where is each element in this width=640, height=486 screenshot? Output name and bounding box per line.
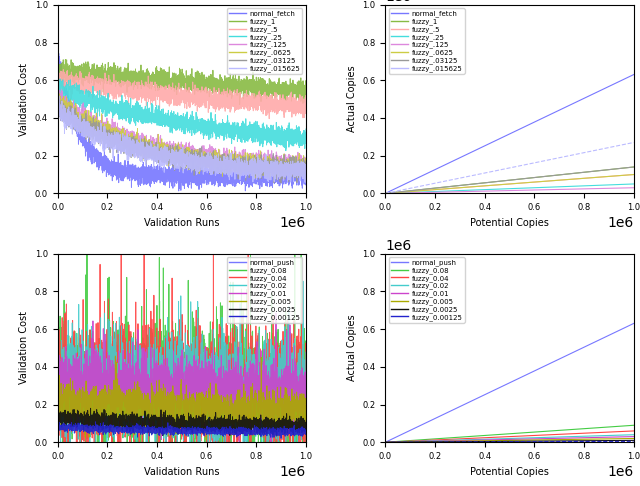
Legend: normal_push, fuzzy_0.08, fuzzy_0.04, fuzzy_0.02, fuzzy_0.01, fuzzy_0.005, fuzzy_: normal_push, fuzzy_0.08, fuzzy_0.04, fuz… [227,257,303,323]
X-axis label: Validation Runs: Validation Runs [144,218,220,227]
Legend: normal_fetch, fuzzy_1, fuzzy_.5, fuzzy_.25, fuzzy_.125, fuzzy_.0625, fuzzy_.0312: normal_fetch, fuzzy_1, fuzzy_.5, fuzzy_.… [388,8,465,74]
Legend: normal_fetch, fuzzy_1, fuzzy_.5, fuzzy_.25, fuzzy_.125, fuzzy_.0625, fuzzy_.0312: normal_fetch, fuzzy_1, fuzzy_.5, fuzzy_.… [227,8,303,74]
X-axis label: Validation Runs: Validation Runs [144,467,220,477]
Y-axis label: Validation Cost: Validation Cost [19,312,29,384]
Y-axis label: Actual Copies: Actual Copies [347,66,356,133]
X-axis label: Potential Copies: Potential Copies [470,218,549,227]
Legend: normal_push, fuzzy_0.08, fuzzy_0.04, fuzzy_0.02, fuzzy_0.01, fuzzy_0.005, fuzzy_: normal_push, fuzzy_0.08, fuzzy_0.04, fuz… [388,257,465,323]
Y-axis label: Actual Copies: Actual Copies [347,314,356,382]
X-axis label: Potential Copies: Potential Copies [470,467,549,477]
Y-axis label: Validation Cost: Validation Cost [19,63,29,136]
